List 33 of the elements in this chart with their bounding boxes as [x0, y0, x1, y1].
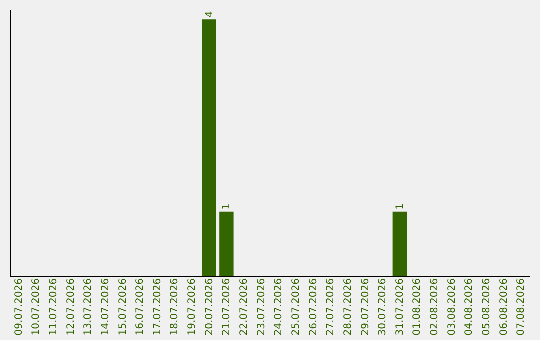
x-tick-label: 01.08.2026 — [412, 278, 424, 336]
data-label: 4 — [204, 11, 216, 18]
x-tick-label: 05.08.2026 — [482, 278, 493, 336]
x-tick-label: 30.07.2026 — [378, 278, 389, 336]
x-tick-label: 22.07.2026 — [239, 278, 250, 336]
data-label: 1 — [394, 204, 406, 210]
x-tick-label: 04.08.2026 — [464, 278, 476, 336]
x-tick-label: 13.07.2026 — [83, 278, 94, 336]
x-tick-label: 07.08.2026 — [516, 278, 528, 336]
x-tick-label: 19.07.2026 — [187, 278, 198, 336]
x-tick-label: 20.07.2026 — [204, 278, 216, 336]
x-tick-label: 23.07.2026 — [256, 278, 268, 336]
x-tick-label: 17.07.2026 — [152, 278, 164, 336]
x-tick-label: 25.07.2026 — [290, 278, 302, 336]
x-tick-label: 31.07.2026 — [394, 278, 406, 336]
x-tick-label: 06.08.2026 — [498, 278, 510, 336]
x-tick-label: 24.07.2026 — [274, 278, 285, 336]
x-tick-label: 12.07.2026 — [66, 278, 77, 336]
x-tick-label: 27.07.2026 — [326, 278, 337, 336]
x-tick-label: 28.07.2026 — [342, 278, 354, 336]
x-tick-label: 18.07.2026 — [170, 278, 181, 336]
x-tick-label: 10.07.2026 — [31, 278, 42, 336]
x-tick-label: 16.07.2026 — [135, 278, 146, 336]
data-label: 1 — [222, 204, 233, 210]
x-tick-label: 15.07.2026 — [118, 278, 129, 336]
x-tick-label: 02.08.2026 — [430, 278, 441, 336]
x-tick-label: 09.07.2026 — [14, 278, 25, 336]
x-tick-label: 03.08.2026 — [446, 278, 458, 336]
x-tick-label: 11.07.2026 — [48, 278, 60, 336]
x-tick-label: 21.07.2026 — [222, 278, 233, 336]
x-tick-label: 26.07.2026 — [308, 278, 320, 336]
x-tick-label: 14.07.2026 — [100, 278, 112, 336]
x-tick-label: 29.07.2026 — [360, 278, 372, 336]
